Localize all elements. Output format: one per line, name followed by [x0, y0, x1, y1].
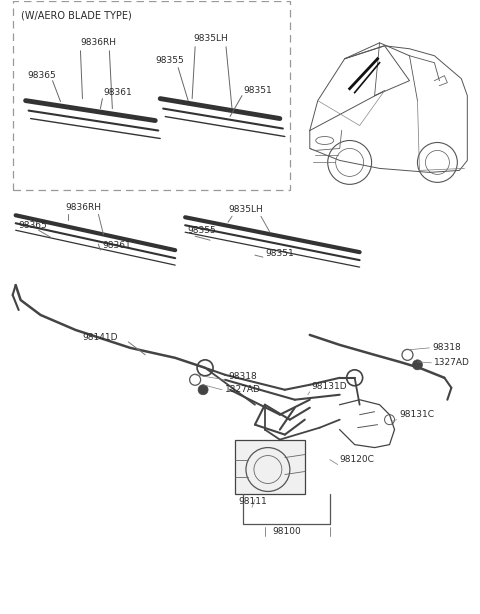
- Bar: [12, 1, 290, 190]
- Text: 98361: 98361: [103, 88, 132, 97]
- Text: 98111: 98111: [238, 497, 267, 506]
- Text: 9836RH: 9836RH: [65, 203, 101, 212]
- Text: 9836RH: 9836RH: [81, 38, 117, 47]
- Text: 9835LH: 9835LH: [228, 205, 263, 214]
- Text: 98318: 98318: [432, 343, 461, 352]
- Circle shape: [198, 385, 208, 395]
- Text: 1327AD: 1327AD: [225, 385, 261, 394]
- Text: 1327AD: 1327AD: [434, 359, 470, 367]
- Text: 98131D: 98131D: [312, 383, 348, 391]
- Text: 98365: 98365: [19, 221, 48, 230]
- Text: 98351: 98351: [243, 86, 272, 95]
- Text: 98355: 98355: [187, 226, 216, 235]
- Text: 98100: 98100: [273, 527, 301, 536]
- Text: 9835LH: 9835LH: [193, 34, 228, 44]
- Text: 98318: 98318: [228, 372, 257, 381]
- Bar: [235, 440, 305, 494]
- Text: 98355: 98355: [155, 56, 184, 65]
- Text: 98351: 98351: [265, 249, 294, 258]
- Text: 98120C: 98120C: [340, 455, 374, 464]
- Text: 98361: 98361: [102, 241, 131, 250]
- Text: (W/AERO BLADE TYPE): (W/AERO BLADE TYPE): [21, 11, 132, 21]
- Text: 98131C: 98131C: [399, 410, 434, 419]
- Text: 98365: 98365: [28, 71, 56, 80]
- Circle shape: [412, 360, 422, 370]
- Text: 98141D: 98141D: [83, 333, 118, 343]
